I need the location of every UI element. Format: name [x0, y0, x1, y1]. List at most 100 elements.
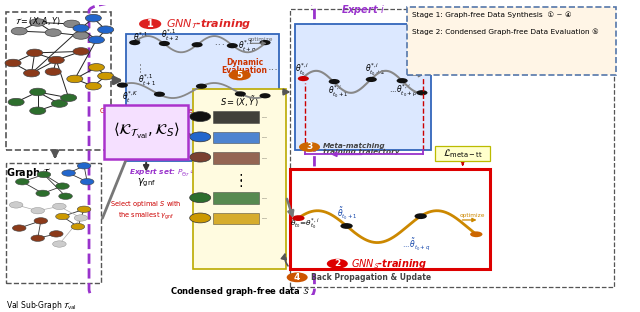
Circle shape: [48, 56, 64, 64]
Circle shape: [24, 69, 40, 77]
FancyBboxPatch shape: [6, 12, 111, 150]
Text: optimize: optimize: [248, 37, 273, 42]
Circle shape: [85, 82, 101, 90]
Text: $GNN_\mathcal{S}$-training: $GNN_\mathcal{S}$-training: [351, 257, 427, 271]
Circle shape: [189, 213, 211, 223]
Text: $\theta_{t+2}^{*,1}$: $\theta_{t+2}^{*,1}$: [161, 28, 179, 43]
Circle shape: [56, 183, 69, 189]
Text: ...: ...: [131, 60, 143, 72]
Circle shape: [52, 241, 66, 247]
Circle shape: [77, 206, 91, 212]
Circle shape: [154, 92, 165, 97]
Circle shape: [62, 170, 76, 176]
Text: Select optimal $S$ with: Select optimal $S$ with: [111, 199, 182, 209]
Circle shape: [71, 223, 84, 230]
Text: :: :: [238, 169, 243, 183]
Circle shape: [29, 107, 46, 115]
Text: $...$: $...$: [214, 38, 225, 47]
Text: the smallest $\gamma_\mathrm{gnf}$: the smallest $\gamma_\mathrm{gnf}$: [118, 210, 174, 222]
Text: $\theta_{t_0}^{*,i}$: $\theta_{t_0}^{*,i}$: [294, 61, 309, 78]
Text: $\theta_{t_0+1}^{*,i}$: $\theta_{t_0+1}^{*,i}$: [328, 83, 349, 100]
FancyBboxPatch shape: [435, 146, 490, 162]
Circle shape: [327, 259, 348, 269]
Text: $\tilde{\theta}_{t_0}\!=\!\theta_{t_0}^{*,i}$: $\tilde{\theta}_{t_0}\!=\!\theta_{t_0}^{…: [290, 217, 319, 232]
FancyBboxPatch shape: [212, 213, 259, 224]
Text: 4: 4: [294, 273, 300, 282]
Circle shape: [12, 225, 26, 231]
Circle shape: [299, 142, 320, 152]
Text: $S=(\tilde{X},\tilde{Y})$: $S=(\tilde{X},\tilde{Y})$: [220, 94, 259, 109]
Text: $GNN_\mathcal{T}$-training: $GNN_\mathcal{T}$-training: [166, 17, 251, 31]
Circle shape: [298, 76, 309, 81]
Circle shape: [8, 98, 24, 106]
Text: ...$\theta_{t_0+p}^{*,i}$: ...$\theta_{t_0+p}^{*,i}$: [388, 82, 417, 99]
Circle shape: [139, 19, 161, 29]
Text: Graph $\mathcal{T}$: Graph $\mathcal{T}$: [6, 166, 51, 180]
Circle shape: [73, 24, 89, 32]
Circle shape: [470, 232, 483, 237]
Circle shape: [10, 202, 23, 208]
Text: $\theta_{t+p}^{*,1}$: $\theta_{t+p}^{*,1}$: [239, 39, 257, 55]
Text: 3: 3: [307, 143, 313, 152]
Circle shape: [292, 215, 305, 221]
Circle shape: [56, 213, 69, 220]
Text: training trajectory: training trajectory: [323, 149, 399, 155]
Text: Stage 2: Condensed Graph-free Data Evaluation ⑤: Stage 2: Condensed Graph-free Data Evalu…: [412, 28, 598, 35]
Text: $\mathcal{T}=(X,A,Y)$: $\mathcal{T}=(X,A,Y)$: [15, 15, 60, 27]
Text: optimize: optimize: [406, 69, 432, 74]
Text: :: :: [238, 176, 243, 190]
Circle shape: [235, 91, 246, 96]
Text: 1: 1: [147, 19, 154, 29]
Circle shape: [45, 68, 61, 76]
Circle shape: [34, 218, 47, 224]
Circle shape: [73, 48, 89, 55]
Circle shape: [74, 215, 88, 221]
Circle shape: [85, 14, 101, 22]
Circle shape: [159, 41, 170, 46]
Circle shape: [415, 213, 427, 219]
Circle shape: [189, 132, 211, 142]
Circle shape: [36, 190, 49, 197]
Circle shape: [191, 42, 203, 47]
Text: ...: ...: [268, 62, 278, 72]
Circle shape: [340, 223, 353, 229]
FancyBboxPatch shape: [104, 105, 188, 158]
Text: ...: ...: [261, 114, 268, 119]
Text: $\tilde{\theta}_{t_0+1}$: $\tilde{\theta}_{t_0+1}$: [337, 206, 358, 222]
Circle shape: [196, 84, 207, 89]
Text: Graph Neural Feature Score: Graph Neural Feature Score: [100, 109, 193, 115]
Text: $\gamma_\mathrm{gnf}$: $\gamma_\mathrm{gnf}$: [137, 177, 156, 189]
Circle shape: [73, 32, 89, 39]
Circle shape: [27, 49, 43, 57]
Text: $\theta_{t+1}^{*,1}$: $\theta_{t+1}^{*,1}$: [138, 73, 156, 88]
FancyBboxPatch shape: [407, 7, 616, 75]
Text: $\theta_{t_0+2}^{*,i}$: $\theta_{t_0+2}^{*,i}$: [365, 61, 386, 78]
Circle shape: [31, 207, 45, 214]
Circle shape: [227, 43, 238, 48]
Circle shape: [129, 40, 140, 45]
Text: Stage 1: Graph-free Data Synthesis  ① ~ ④: Stage 1: Graph-free Data Synthesis ① ~ ④: [412, 12, 572, 18]
Text: optimize: optimize: [460, 213, 485, 218]
Circle shape: [31, 235, 45, 241]
Circle shape: [189, 152, 211, 162]
FancyBboxPatch shape: [212, 152, 259, 163]
Text: Expert set: $P_{\Theta_\mathcal{T}}\simeq\{\Theta_\mathcal{T}^l\}_{l=1}^K=\{\the: Expert set: $P_{\Theta_\mathcal{T}}\sime…: [129, 166, 269, 180]
Circle shape: [5, 59, 21, 67]
Circle shape: [189, 193, 211, 202]
Text: ...: ...: [261, 155, 268, 160]
Circle shape: [259, 40, 271, 45]
Circle shape: [49, 231, 63, 237]
Circle shape: [88, 64, 104, 71]
Circle shape: [52, 203, 66, 210]
Circle shape: [117, 82, 128, 88]
Circle shape: [397, 78, 408, 83]
Text: Val Sub-Graph $\mathcal{T}_\mathrm{val}$: Val Sub-Graph $\mathcal{T}_\mathrm{val}$: [6, 299, 77, 312]
Text: Dynamic: Dynamic: [226, 58, 263, 67]
Circle shape: [61, 94, 77, 101]
Text: 5: 5: [237, 71, 243, 80]
FancyBboxPatch shape: [294, 24, 431, 150]
Circle shape: [417, 90, 428, 95]
Text: $\langle\mathcal{K}_{\mathcal{T}_\mathrm{val}},\mathcal{K}_S\rangle$: $\langle\mathcal{K}_{\mathcal{T}_\mathrm…: [113, 120, 180, 141]
Text: Meta-matching: Meta-matching: [323, 143, 386, 149]
Circle shape: [77, 163, 91, 169]
